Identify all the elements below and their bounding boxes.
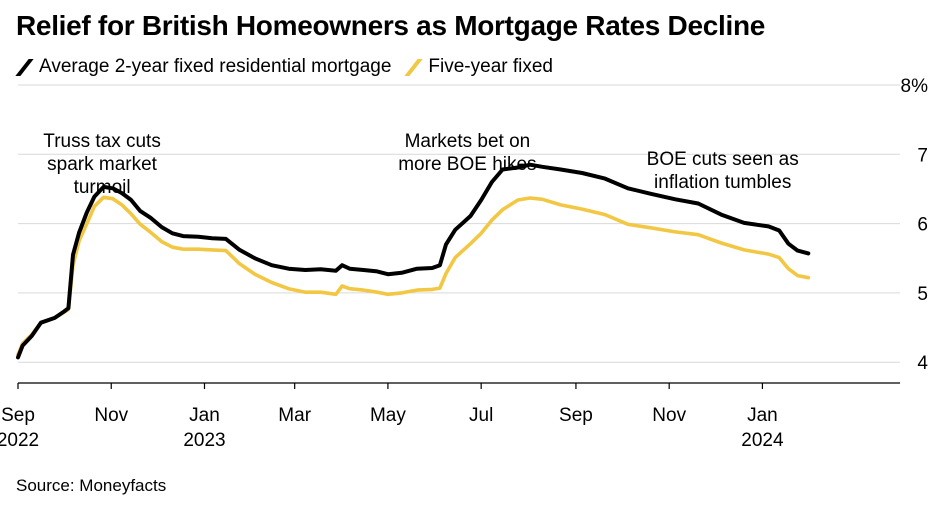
legend-item-two-year: Average 2-year fixed residential mortgag… <box>15 56 392 78</box>
y-tick-label: 6 <box>917 215 928 236</box>
x-tick-label: Sep <box>559 405 593 426</box>
series-line-five-year <box>16 195 811 357</box>
y-tick-label: 5 <box>917 284 928 305</box>
annotation-line: spark market <box>47 154 158 175</box>
x-tick-label: Nov <box>652 405 686 426</box>
annotation-line: inflation tumbles <box>654 172 791 193</box>
gridlines <box>18 84 900 363</box>
y-tick-label: 8% <box>901 76 929 97</box>
x-tick-label: Nov <box>94 405 128 426</box>
series-lines <box>16 162 811 360</box>
x-axis <box>17 382 900 389</box>
x-tick-label: Jul <box>469 405 493 426</box>
legend-item-five-year: Five-year fixed <box>404 56 554 78</box>
annotations: Truss tax cuts spark market turmoilMarkets… <box>43 131 798 198</box>
legend-label-two-year: Average 2-year fixed residential mortgag… <box>39 56 392 77</box>
annotation-text: BOE cuts seen as inflation tumbles <box>647 149 799 193</box>
annotation-line: BOE cuts seen as <box>647 149 799 170</box>
legend-label-five-year: Five-year fixed <box>428 56 554 77</box>
chart-title: Relief for British Homeowners as Mortgag… <box>16 10 766 41</box>
x-tick-label: Jan <box>189 405 220 426</box>
x-tick-label: May <box>370 405 406 426</box>
legend: Average 2-year fixed residential mortgag… <box>15 55 567 79</box>
annotation-line: more BOE hikes <box>398 154 536 175</box>
source-note: Source: Moneyfacts <box>16 476 167 495</box>
x-axis-labels: Sep 2022 Nov Jan 2023 Mar May Jul Sep Nov Jan 2024 <box>0 405 784 451</box>
x-tick-year-label: 2024 <box>741 430 784 451</box>
y-axis-labels: 4 5 6 7 8% <box>901 76 929 374</box>
x-tick-label: Mar <box>278 405 311 426</box>
x-tick-year-label: 2022 <box>0 430 39 451</box>
series-line-two-year <box>16 162 811 360</box>
line-chart: 4 5 6 7 8% Sep 2022 Nov Jan 2023 Mar May Jul Sep Nov J… <box>0 76 929 451</box>
x-tick-year-label: 2023 <box>183 430 225 451</box>
annotation-line: Markets bet on <box>405 131 531 152</box>
x-tick-label: Jan <box>747 405 778 426</box>
y-tick-label: 7 <box>917 145 928 166</box>
annotation-line: Truss tax cuts <box>43 131 161 152</box>
x-tick-label: Sep <box>1 405 35 426</box>
y-tick-label: 4 <box>917 353 928 374</box>
